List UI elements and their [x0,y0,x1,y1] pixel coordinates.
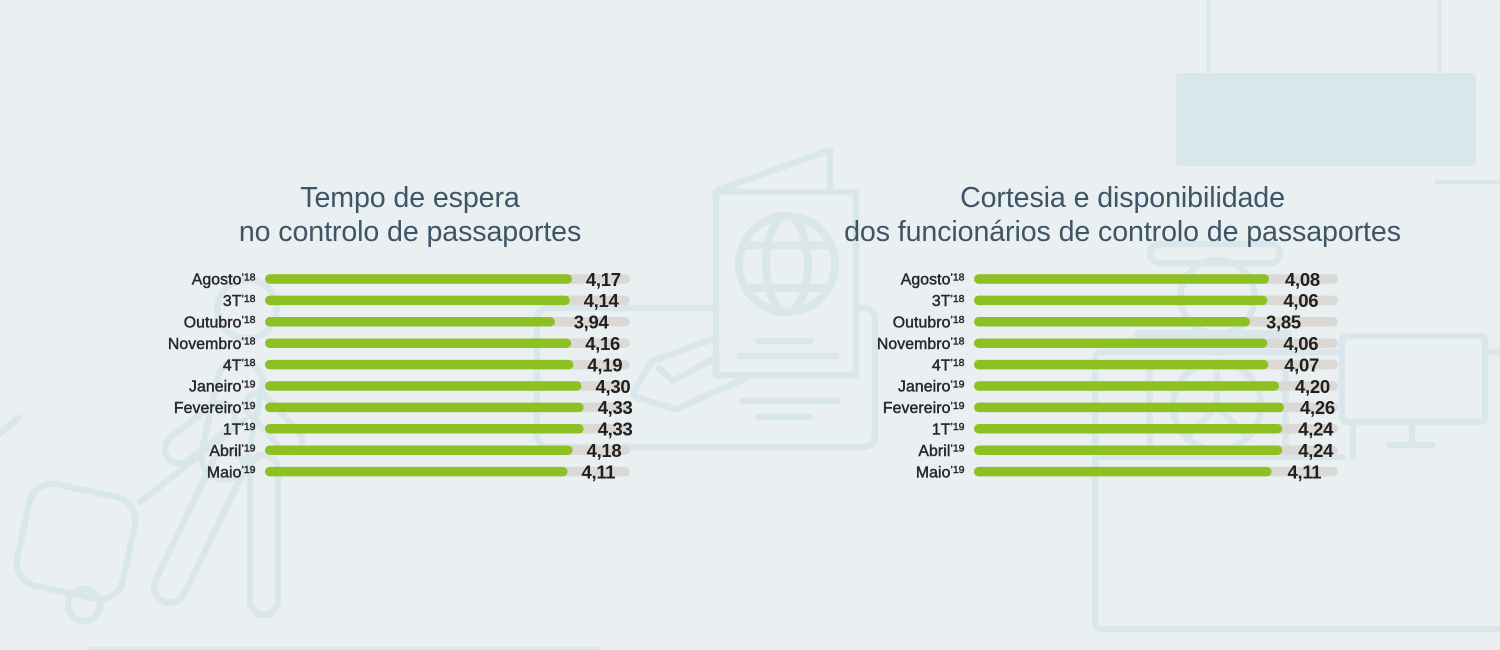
svg-text:Novembro’18: Novembro’18 [168,336,256,353]
svg-text:3T’18: 3T’18 [932,293,965,310]
svg-text:Novembro’18: Novembro’18 [877,336,965,353]
svg-text:Outubro’18: Outubro’18 [893,314,965,331]
svg-text:Agosto’18: Agosto’18 [901,271,965,288]
svg-text:4,20: 4,20 [1295,376,1330,397]
svg-text:4,26: 4,26 [1300,397,1335,418]
svg-text:4,33: 4,33 [598,397,633,418]
svg-text:4,11: 4,11 [582,461,616,482]
svg-text:4,14: 4,14 [584,290,620,311]
svg-text:4,24: 4,24 [1298,419,1334,440]
svg-text:Janeiro’19: Janeiro’19 [189,378,256,395]
svg-text:4,08: 4,08 [1285,269,1320,290]
svg-text:4,11: 4,11 [1288,461,1322,482]
svg-text:3,85: 3,85 [1266,312,1301,333]
svg-text:Abril’19: Abril’19 [209,443,255,460]
svg-text:4,06: 4,06 [1283,333,1318,354]
svg-text:4,30: 4,30 [596,376,631,397]
svg-text:4,18: 4,18 [587,440,622,461]
svg-text:4,33: 4,33 [598,419,633,440]
svg-text:dos funcionários de controlo d: dos funcionários de controlo de passapor… [844,216,1401,248]
svg-text:3,94: 3,94 [574,312,610,333]
svg-text:Outubro’18: Outubro’18 [184,314,256,331]
svg-text:4,19: 4,19 [587,354,622,375]
svg-text:Cortesia e disponibilidade: Cortesia e disponibilidade [960,182,1285,214]
svg-text:Fevereiro’19: Fevereiro’19 [174,400,256,417]
svg-text:Fevereiro’19: Fevereiro’19 [883,400,965,417]
svg-text:Janeiro’19: Janeiro’19 [898,378,965,395]
svg-text:Agosto’18: Agosto’18 [192,271,256,288]
svg-text:4,16: 4,16 [585,333,620,354]
svg-text:no controlo de passaportes: no controlo de passaportes [239,216,581,248]
svg-text:4,06: 4,06 [1283,290,1318,311]
svg-text:4,07: 4,07 [1284,354,1319,375]
svg-text:Tempo de espera: Tempo de espera [300,182,520,214]
svg-text:4,24: 4,24 [1298,440,1334,461]
svg-text:4,17: 4,17 [586,269,621,290]
